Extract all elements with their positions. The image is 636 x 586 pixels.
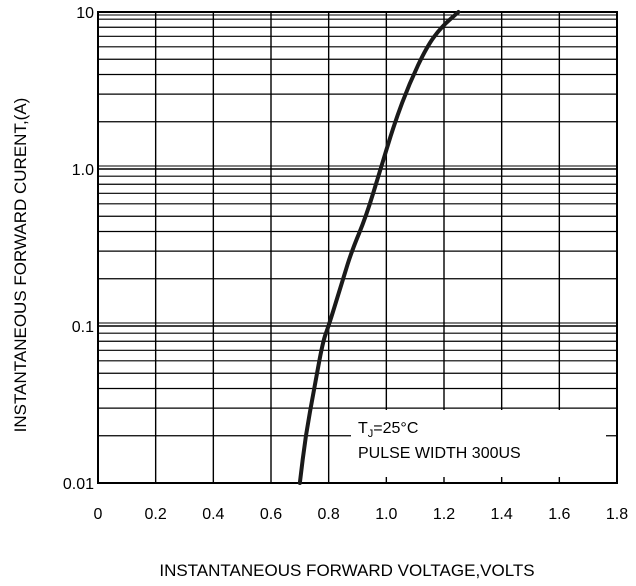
- y-tick-label: 0.01: [63, 476, 94, 493]
- x-tick-label: 1.2: [433, 506, 455, 523]
- x-tick-label: 0.2: [145, 506, 167, 523]
- x-tick-label: 1.6: [548, 506, 570, 523]
- x-axis-label: INSTANTANEOUS FORWARD VOLTAGE,VOLTS: [159, 561, 534, 580]
- y-axis-label: INSTANTANEOUS FORWARD CURENT,(A): [11, 98, 30, 433]
- annotation-box: TJ=25°C PULSE WIDTH 300US: [351, 410, 606, 477]
- series-layer: [297, 10, 461, 485]
- x-tick-label: 0.4: [202, 506, 224, 523]
- x-axis-ticks: 0 0.2 0.4 0.6 0.8 1.0 1.2 1.4 1.6 1.8: [94, 506, 629, 523]
- series-line: [297, 10, 461, 485]
- plot-border: [97, 11, 618, 484]
- y-tick-label: 0.1: [72, 319, 94, 336]
- annotation-temperature: TJ=25°C: [358, 420, 418, 440]
- y-tick-label: 10: [76, 5, 94, 22]
- y-axis-ticks: 0.01 0.1 1.0 10: [63, 5, 94, 493]
- x-tick-label: 1.8: [606, 506, 628, 523]
- x-tick-label: 0: [94, 506, 103, 523]
- x-tick-label: 0.6: [260, 506, 282, 523]
- x-tick-label: 0.8: [318, 506, 340, 523]
- x-tick-label: 1.4: [491, 506, 513, 523]
- grid: [97, 11, 618, 484]
- annotation-pulse-width: PULSE WIDTH 300US: [358, 445, 521, 462]
- plot-frame: [97, 11, 618, 484]
- y-tick-label: 1.0: [72, 162, 94, 179]
- x-tick-label: 1.0: [375, 506, 397, 523]
